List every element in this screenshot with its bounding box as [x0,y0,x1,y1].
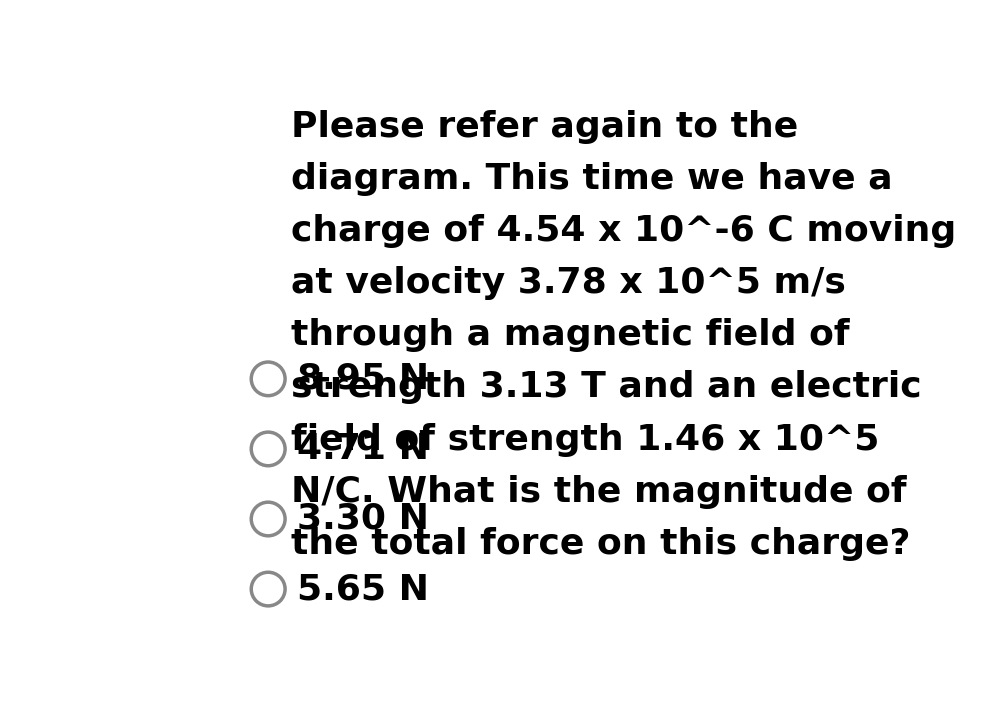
Text: diagram. This time we have a: diagram. This time we have a [292,162,892,196]
Text: charge of 4.54 x 10^-6 C moving: charge of 4.54 x 10^-6 C moving [292,214,956,248]
Text: 3.30 N: 3.30 N [296,502,428,536]
Text: 5.65 N: 5.65 N [296,572,428,606]
Text: at velocity 3.78 x 10^5 m/s: at velocity 3.78 x 10^5 m/s [292,266,846,300]
Text: through a magnetic field of: through a magnetic field of [292,318,850,352]
Text: field of strength 1.46 x 10^5: field of strength 1.46 x 10^5 [292,422,880,456]
Text: N/C. What is the magnitude of: N/C. What is the magnitude of [292,475,907,509]
Text: the total force on this charge?: the total force on this charge? [292,527,910,561]
Text: strength 3.13 T and an electric: strength 3.13 T and an electric [292,371,922,405]
Text: 8.95 N: 8.95 N [296,362,428,396]
Text: 4.71 N: 4.71 N [296,432,428,466]
Text: Please refer again to the: Please refer again to the [292,110,798,144]
